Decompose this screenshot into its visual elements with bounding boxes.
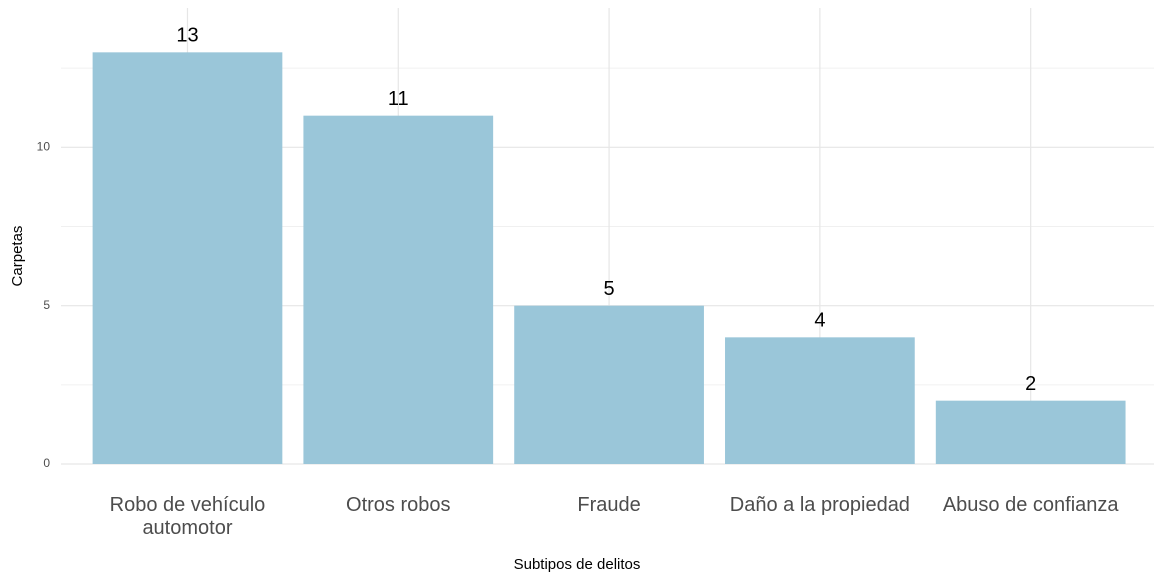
bar [92,52,283,464]
data-label: 2 [1025,373,1036,395]
data-label: 11 [388,88,409,110]
y-tick-label: 5 [43,298,50,312]
x-tick-label: Robo de vehículo automotor [109,494,266,539]
y-tick-label: 10 [37,140,51,154]
y-tick-label: 0 [43,456,50,470]
bar [514,305,704,464]
y-axis-title: Carpetas [9,226,26,287]
x-axis-title: Subtipos de delitos [514,556,641,573]
bar [303,115,494,465]
data-label: 5 [604,278,615,300]
bar [725,337,915,464]
bar [935,400,1126,464]
x-tick-label: Otros robos [346,494,451,516]
data-label: 4 [814,310,825,332]
x-tick-label: Fraude [577,494,641,516]
x-tick-label: Abuso de confianza [942,494,1119,516]
x-tick-label: Daño a la propiedad [729,494,910,516]
data-label: 13 [176,25,198,47]
